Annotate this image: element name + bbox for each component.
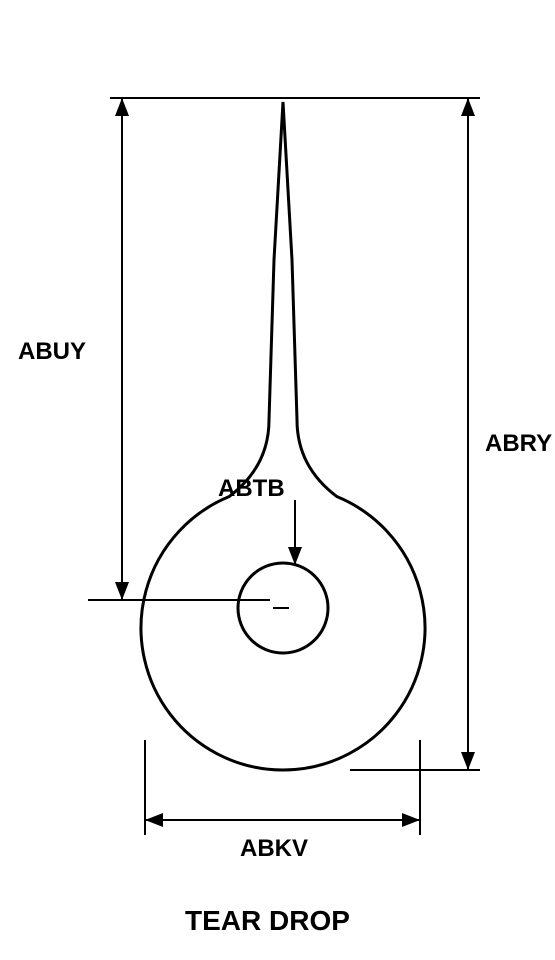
label-abuy: ABUY — [18, 338, 86, 366]
label-abry: ABRY — [485, 430, 552, 458]
label-abkv: ABKV — [240, 835, 308, 863]
label-abtb: ABTB — [218, 475, 285, 503]
diagram-title: TEAR DROP — [185, 905, 350, 937]
